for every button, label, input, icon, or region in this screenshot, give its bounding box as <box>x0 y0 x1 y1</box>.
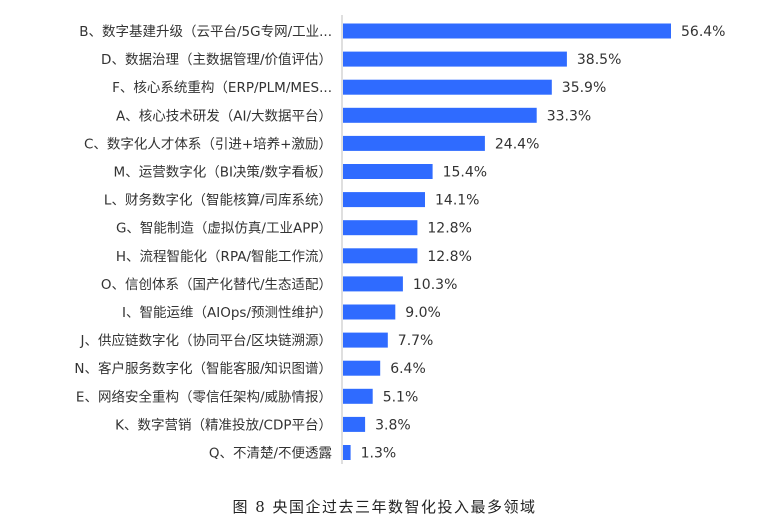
bars-layer <box>343 23 671 460</box>
bar <box>343 248 418 264</box>
chart-caption: 图 8 央国企过去三年数智化投入最多领域 <box>232 498 537 516</box>
value-label: 12.8% <box>427 249 471 265</box>
category-label: E、网络安全重构（零信任架构/威胁情报） <box>76 388 332 405</box>
bar <box>343 192 425 208</box>
value-label: 38.5% <box>577 52 621 68</box>
category-label: G、智能制造（虚拟仿真/工业APP） <box>116 221 332 237</box>
bar <box>343 388 373 404</box>
value-label: 24.4% <box>495 136 539 152</box>
value-label: 5.1% <box>383 389 419 405</box>
category-label: Q、不清楚/不便透露 <box>209 446 333 462</box>
value-labels: 56.4% 38.5% 35.9% 33.3% 24.4% 15.4% 14.1% 12.8%… <box>361 24 726 462</box>
bar <box>343 220 418 236</box>
category-label: N、客户服务数字化（智能客服/知识图谱） <box>74 360 332 377</box>
value-label: 9.0% <box>405 305 441 321</box>
bar <box>343 416 366 432</box>
value-label: 12.8% <box>427 221 471 237</box>
value-label: 1.3% <box>361 446 397 462</box>
bar <box>343 79 552 95</box>
value-label: 10.3% <box>413 277 457 293</box>
value-label: 7.7% <box>398 333 434 349</box>
category-label: I、智能运维（AIOps/预测性维护） <box>122 305 332 321</box>
category-label: H、流程智能化（RPA/智能工作流） <box>116 249 332 265</box>
value-label: 3.8% <box>375 417 411 433</box>
value-label: 15.4% <box>443 165 487 181</box>
value-label: 14.1% <box>435 193 479 209</box>
category-label: K、数字营销（精准投放/CDP平台） <box>115 417 332 433</box>
category-label: L、财务数字化（智能核算/司库系统） <box>104 193 332 209</box>
value-label: 6.4% <box>390 361 426 377</box>
bar <box>343 360 381 376</box>
category-label: F、核心系统重构（ERP/PLM/MES... <box>112 80 332 96</box>
category-label: B、数字基建升级（云平台/5G专网/工业... <box>79 23 332 40</box>
bar <box>343 304 396 320</box>
bar <box>343 107 537 123</box>
bar <box>343 276 403 292</box>
bar <box>343 23 671 39</box>
category-label: A、核心技术研发（AI/大数据平台） <box>116 108 332 124</box>
bar <box>343 164 433 179</box>
value-label: 33.3% <box>547 108 591 124</box>
bar <box>343 135 485 151</box>
value-label: 35.9% <box>562 80 606 96</box>
value-label: 56.4% <box>681 24 725 40</box>
bar <box>343 332 388 348</box>
category-label: C、数字化人才体系（引进+培养+激励） <box>84 136 332 152</box>
bar <box>343 51 567 67</box>
category-label: M、运营数字化（BI决策/数字看板） <box>114 164 332 181</box>
bar <box>343 445 351 460</box>
category-label: J、供应链数字化（协同平台/区块链溯源） <box>79 332 332 349</box>
bar-chart: B、数字基建升级（云平台/5G专网/工业... D、数据治理（主数据管理/价值评估… <box>74 15 726 464</box>
category-labels: B、数字基建升级（云平台/5G专网/工业... D、数据治理（主数据管理/价值评估… <box>74 23 332 462</box>
category-label: O、信创体系（国产化替代/生态适配） <box>101 277 332 293</box>
category-label: D、数据治理（主数据管理/价值评估） <box>101 52 332 68</box>
